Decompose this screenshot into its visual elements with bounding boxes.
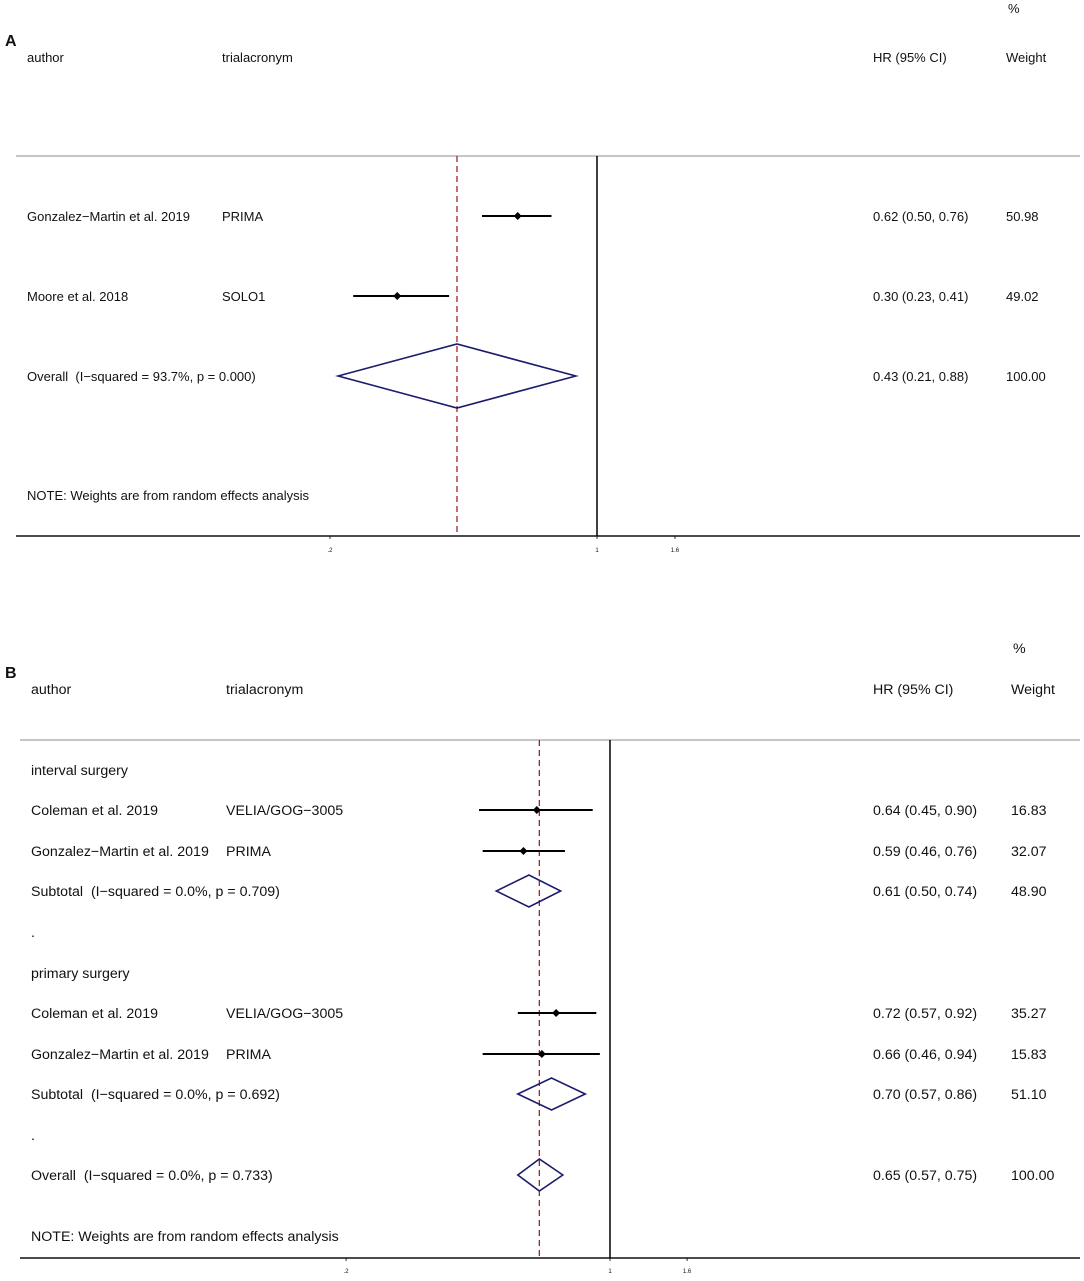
hr-estimate-text: 0.43 (0.21, 0.88) [873, 369, 968, 384]
hr-estimate-text: 0.72 (0.57, 0.92) [873, 1006, 977, 1022]
weight-value: 100.00 [1006, 369, 1046, 384]
study-author: Gonzalez−Martin et al. 2019 [31, 1047, 209, 1063]
weights-note: NOTE: Weights are from random effects an… [27, 488, 310, 503]
weight-percent-header: % [1008, 1, 1020, 16]
x-tick-label: .2 [327, 548, 333, 554]
x-tick-label: 1 [595, 548, 599, 554]
weight-value: 49.02 [1006, 289, 1039, 304]
point-estimate-marker [552, 1009, 561, 1017]
point-estimate-marker [513, 212, 522, 220]
pooled-diamond [494, 874, 563, 908]
study-author: Gonzalez−Martin et al. 2019 [31, 844, 209, 860]
trial-column-header: trialacronym [222, 50, 293, 65]
weight-value: 35.27 [1011, 1006, 1047, 1022]
weight-column-header: Weight [1011, 682, 1055, 698]
weight-value: 15.83 [1011, 1047, 1047, 1063]
x-tick-label: 1 [608, 1269, 612, 1275]
study-author: Gonzalez−Martin et al. 2019 [27, 209, 190, 224]
weight-value: 48.90 [1011, 884, 1047, 900]
pooled-diamond [516, 1158, 565, 1192]
weights-note: NOTE: Weights are from random effects an… [31, 1229, 339, 1245]
panel-label-a: A [5, 33, 17, 50]
weight-value: 50.98 [1006, 209, 1039, 224]
weight-value: 32.07 [1011, 844, 1047, 860]
hr-column-header: HR (95% CI) [873, 682, 953, 698]
pooled-estimate-label: Subtotal (I−squared = 0.0%, p = 0.709) [31, 884, 280, 900]
x-tick-label: 1.6 [683, 1269, 692, 1275]
x-tick-label: .2 [344, 1269, 350, 1275]
hr-estimate-text: 0.61 (0.50, 0.74) [873, 884, 977, 900]
trial-column-header: trialacronym [226, 682, 303, 698]
panel-a-plot-area: .2 1 1.6 Gonzalez−Martin et al. 2019 PRIMA 0.… [27, 156, 1046, 554]
pooled-estimate-label: Subtotal (I−squared = 0.0%, p = 0.692) [31, 1087, 280, 1103]
pooled-estimate-label: Overall (I−squared = 0.0%, p = 0.733) [31, 1168, 273, 1184]
study-author: Coleman et al. 2019 [31, 1006, 158, 1022]
hr-estimate-text: 0.59 (0.46, 0.76) [873, 844, 977, 860]
study-trial: PRIMA [226, 1047, 271, 1063]
point-estimate-marker [393, 292, 402, 300]
hr-estimate-text: 0.64 (0.45, 0.90) [873, 803, 977, 819]
study-trial: VELIA/GOG−3005 [226, 1006, 343, 1022]
panel-b: B % author trialacronym HR (95% CI) Weig… [5, 641, 1080, 1275]
hr-estimate-text: 0.62 (0.50, 0.76) [873, 209, 968, 224]
pooled-diamond [515, 1077, 588, 1111]
point-estimate-marker [537, 1050, 546, 1058]
study-trial: VELIA/GOG−3005 [226, 803, 343, 819]
weight-percent-header: % [1013, 641, 1026, 657]
weight-column-header: Weight [1006, 50, 1047, 65]
pooled-estimate-label: Overall (I−squared = 93.7%, p = 0.000) [27, 369, 256, 384]
study-trial: PRIMA [222, 209, 264, 224]
study-trial: PRIMA [226, 844, 271, 860]
point-estimate-marker [519, 847, 528, 855]
panel-a: A % author trialacronym HR (95% CI) Weig… [5, 1, 1080, 554]
x-tick-label: 1.6 [671, 548, 680, 554]
point-estimate-marker [532, 806, 541, 814]
panel-b-plot-area: .2 1 1.6 interval surgery Coleman et al. 201… [31, 740, 1055, 1275]
panel-label-b: B [5, 665, 17, 682]
study-trial: SOLO1 [222, 289, 265, 304]
hr-estimate-text: 0.66 (0.46, 0.94) [873, 1047, 977, 1063]
hr-column-header: HR (95% CI) [873, 50, 947, 65]
subgroup-heading: primary surgery [31, 966, 130, 982]
weight-value: 16.83 [1011, 803, 1047, 819]
hr-estimate-text: 0.30 (0.23, 0.41) [873, 289, 968, 304]
hr-estimate-text: 0.70 (0.57, 0.86) [873, 1087, 977, 1103]
weight-value: 51.10 [1011, 1087, 1047, 1103]
pooled-diamond [335, 343, 579, 409]
author-column-header: author [31, 682, 72, 698]
subgroup-spacer: . [31, 925, 35, 941]
study-author: Coleman et al. 2019 [31, 803, 158, 819]
subgroup-heading: interval surgery [31, 763, 129, 779]
author-column-header: author [27, 50, 65, 65]
subgroup-spacer: . [31, 1128, 35, 1144]
study-author: Moore et al. 2018 [27, 289, 128, 304]
weight-value: 100.00 [1011, 1168, 1055, 1184]
hr-estimate-text: 0.65 (0.57, 0.75) [873, 1168, 977, 1184]
